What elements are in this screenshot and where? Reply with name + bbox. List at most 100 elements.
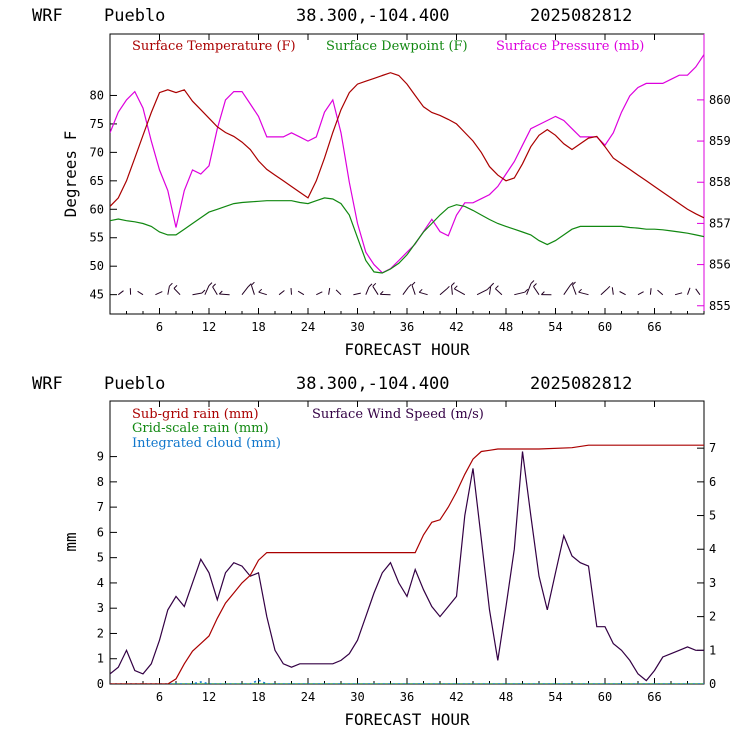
x-tick-label: 42	[449, 320, 463, 334]
wind-barb	[167, 286, 170, 295]
wind-barb-flag	[251, 281, 255, 286]
wind-barb	[674, 292, 683, 296]
wind-barb	[649, 288, 652, 295]
wind-barb	[137, 290, 144, 296]
wind-barb	[204, 285, 210, 295]
wind-barb	[335, 289, 342, 296]
bottom-model-label: WRF	[32, 374, 63, 394]
wind-barb-flag	[418, 288, 423, 293]
wind-barb	[419, 291, 428, 296]
wind-barb-flag	[451, 282, 455, 286]
y-tick-label-left: 80	[90, 88, 104, 102]
wind-barb-flag	[407, 283, 412, 288]
top-x-ticks: 6 12 18 24 30 36 42 48 54 60 66	[109, 34, 705, 334]
wind-barb	[212, 286, 218, 295]
x-tick-label: 24	[301, 320, 315, 334]
wind-barb	[173, 288, 181, 296]
wind-barb-flag	[411, 281, 416, 286]
wind-barb	[278, 290, 285, 296]
x-tick-label: 12	[202, 690, 216, 704]
wind-barb-flag	[524, 288, 529, 293]
wind-barb-flag	[173, 285, 178, 289]
legend-surface-dewpoint: Surface Dewpoint (F)	[326, 39, 468, 54]
wind-barb	[411, 284, 416, 295]
wind-barb-flag	[212, 283, 216, 288]
wind-barb-flag	[368, 283, 373, 288]
wind-barb	[451, 285, 453, 295]
y-tick-label-left: 7	[97, 500, 104, 514]
wind-barb	[155, 291, 163, 296]
bottom-y-axis-label: mm	[61, 532, 80, 551]
wind-barbs	[117, 280, 701, 296]
top-location-label: Pueblo	[104, 6, 165, 26]
top-plot-frame	[109, 33, 705, 315]
y-tick-label-right: 3	[709, 576, 716, 590]
y-tick-label-right: 6	[709, 475, 716, 489]
bottom-y-ticks-right: 0 1 2 3 4 5 6 7	[697, 441, 716, 691]
x-tick-label: 36	[400, 690, 414, 704]
top-y-ticks-left: 45 50 55 60 65 70 75 80	[90, 88, 117, 302]
wind-barb	[619, 291, 626, 296]
wind-barb	[489, 286, 492, 295]
y-tick-label-left: 1	[97, 652, 104, 666]
wind-barb	[258, 291, 267, 296]
legend-surface-wind-speed: Surface Wind Speed (m/s)	[312, 407, 484, 422]
x-tick-label: 12	[202, 320, 216, 334]
x-tick-label: 60	[598, 690, 612, 704]
y-tick-label-right: 857	[709, 216, 731, 230]
wind-barb	[657, 289, 664, 296]
x-tick-label: 54	[548, 690, 562, 704]
top-model-label: WRF	[32, 6, 63, 26]
wind-barb	[578, 291, 589, 296]
y-tick-label-right: 4	[709, 542, 716, 556]
y-tick-label-right: 0	[709, 677, 716, 691]
y-tick-label-left: 65	[90, 174, 104, 188]
wind-barb	[563, 285, 571, 295]
wind-barb-flag	[446, 285, 450, 290]
x-tick-label: 66	[647, 320, 661, 334]
y-tick-label-right: 7	[709, 441, 716, 455]
top-legend: Surface Temperature (F) Surface Dewpoint…	[132, 39, 644, 54]
wind-barb	[241, 286, 249, 296]
y-tick-label-left: 4	[97, 576, 104, 590]
surface-pressure-line	[110, 54, 704, 274]
y-tick-label-left: 2	[97, 626, 104, 640]
x-tick-label: 66	[647, 690, 661, 704]
surface-wind-speed-line	[110, 451, 704, 682]
wind-barb	[328, 287, 331, 295]
x-tick-label: 42	[449, 690, 463, 704]
y-tick-label-left: 70	[90, 145, 104, 159]
x-tick-label: 18	[251, 320, 265, 334]
y-tick-label-left: 8	[97, 475, 104, 489]
wind-barb-flag	[372, 282, 377, 287]
y-tick-label-left: 0	[97, 677, 104, 691]
wind-barb-flag	[453, 285, 458, 290]
y-tick-label-left: 60	[90, 202, 104, 216]
top-plot-frame-right	[109, 33, 705, 315]
x-tick-label: 54	[548, 320, 562, 334]
wind-barb	[250, 285, 255, 295]
y-tick-label-left: 9	[97, 450, 104, 464]
wind-barb-flag	[258, 288, 263, 293]
bottom-run-label: 2025082812	[530, 374, 632, 394]
subgrid-rain-line	[110, 444, 704, 684]
top-panel: WRF Pueblo 38.300,-104.400 2025082812 6 1…	[32, 6, 731, 359]
y-tick-label-right: 1	[709, 643, 716, 657]
wind-barb	[402, 287, 409, 295]
wind-barb	[526, 283, 532, 295]
x-tick-label: 48	[499, 320, 513, 334]
wind-barb-flag	[218, 290, 223, 295]
legend-gridscale-rain: Grid-scale rain (mm)	[132, 421, 269, 436]
wind-barb	[695, 288, 701, 295]
x-tick-label: 18	[251, 690, 265, 704]
bottom-x-axis-label: FORECAST HOUR	[344, 710, 470, 729]
wind-barb-flag	[572, 281, 576, 286]
wind-barb-flag	[495, 285, 499, 290]
x-tick-label: 30	[350, 690, 364, 704]
y-tick-label-right: 5	[709, 509, 716, 523]
x-tick-label: 30	[350, 320, 364, 334]
wind-barb-flag	[208, 282, 213, 286]
wind-barb-flag	[169, 282, 173, 287]
top-y-ticks-right: 855 856 857 858 859 860	[697, 93, 731, 313]
wind-barb-flag	[201, 289, 206, 294]
